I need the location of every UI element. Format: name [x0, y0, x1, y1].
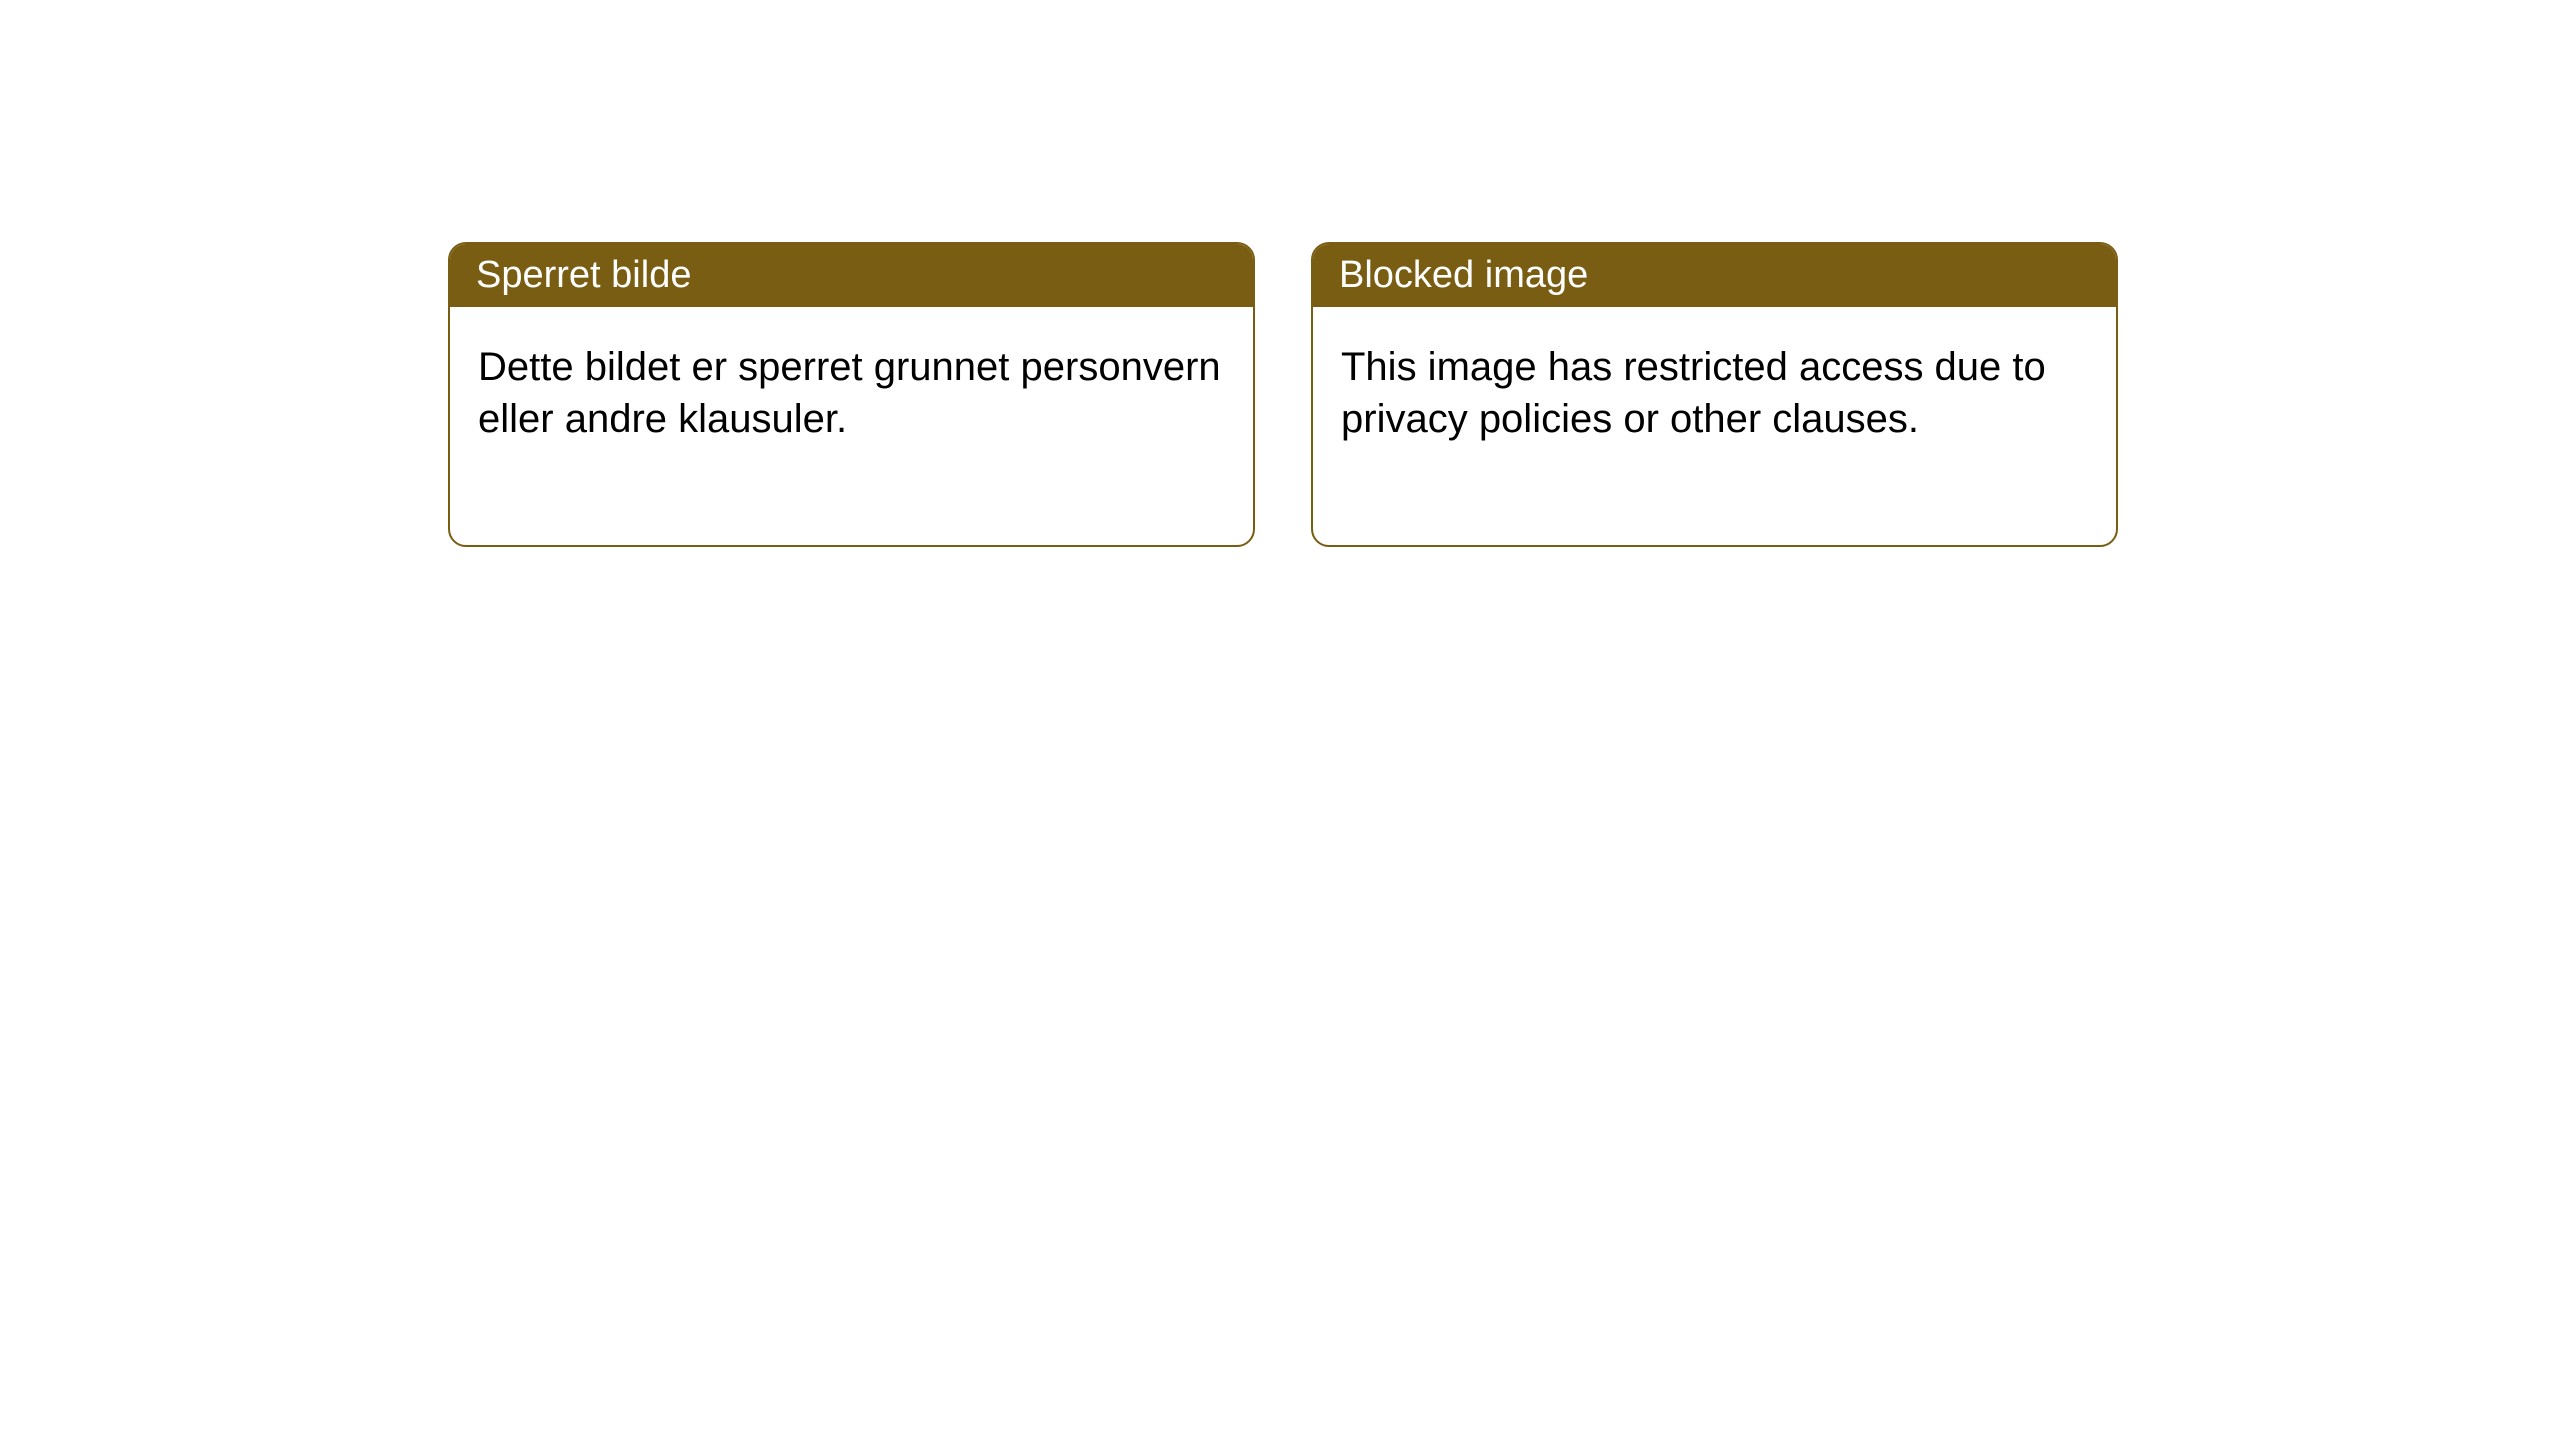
notice-title: Sperret bilde — [450, 244, 1253, 307]
notice-card-norwegian: Sperret bilde Dette bildet er sperret gr… — [448, 242, 1255, 547]
notice-message: This image has restricted access due to … — [1313, 307, 2116, 545]
notice-container: Sperret bilde Dette bildet er sperret gr… — [0, 0, 2560, 547]
notice-message: Dette bildet er sperret grunnet personve… — [450, 307, 1253, 545]
notice-title: Blocked image — [1313, 244, 2116, 307]
notice-card-english: Blocked image This image has restricted … — [1311, 242, 2118, 547]
